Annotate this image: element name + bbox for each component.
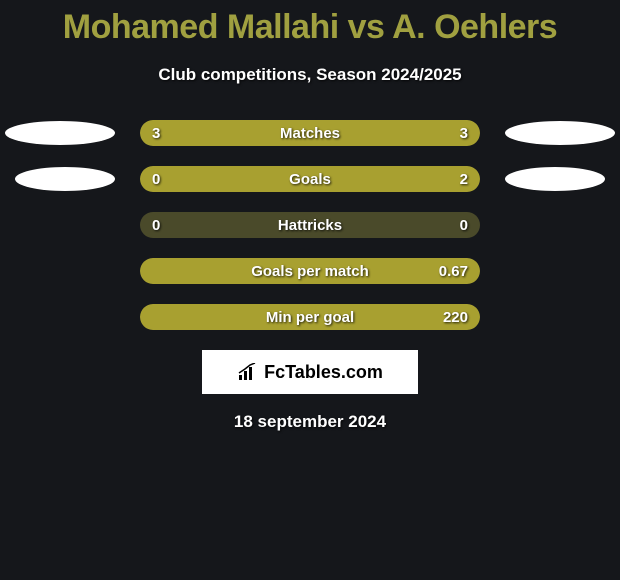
player2-name: A. Oehlers	[392, 8, 557, 46]
stat-value-left: 3	[152, 125, 160, 142]
stat-bar: 0 Goals 2	[140, 166, 480, 192]
stats-rows: 3 Matches 3 0 Goals 2 0 Hattricks	[0, 120, 620, 330]
stat-value-left: 0	[152, 171, 160, 188]
player2-badge-icon	[505, 121, 615, 145]
stat-value-right: 3	[460, 125, 468, 142]
stat-bar: 0 Hattricks 0	[140, 212, 480, 238]
comparison-title: Mohamed Mallahi vs A. Oehlers	[0, 8, 620, 47]
stat-bar: 3 Matches 3	[140, 120, 480, 146]
stat-value-left: 0	[152, 217, 160, 234]
player2-badge-icon	[505, 167, 605, 191]
player1-name: Mohamed Mallahi	[63, 8, 339, 46]
stat-bar: Min per goal 220	[140, 304, 480, 330]
stat-value-right: 0	[460, 217, 468, 234]
stat-value-right: 2	[460, 171, 468, 188]
stat-row: Min per goal 220	[0, 304, 620, 330]
stat-label: Goals per match	[251, 263, 369, 280]
chart-icon	[237, 363, 259, 381]
player1-badge-icon	[5, 121, 115, 145]
stat-label: Hattricks	[278, 217, 342, 234]
stat-value-right: 220	[443, 309, 468, 326]
stat-row: 3 Matches 3	[0, 120, 620, 146]
stat-value-right: 0.67	[439, 263, 468, 280]
stat-bar: Goals per match 0.67	[140, 258, 480, 284]
stat-row: 0 Goals 2	[0, 166, 620, 192]
vs-text: vs	[348, 8, 385, 46]
player1-badge-icon	[15, 167, 115, 191]
stat-row: 0 Hattricks 0	[0, 212, 620, 238]
stat-label: Matches	[280, 125, 340, 142]
stat-label: Min per goal	[266, 309, 354, 326]
comparison-subtitle: Club competitions, Season 2024/2025	[0, 65, 620, 85]
comparison-date: 18 september 2024	[0, 412, 620, 432]
stat-row: Goals per match 0.67	[0, 258, 620, 284]
stat-label: Goals	[289, 171, 331, 188]
comparison-panel: Mohamed Mallahi vs A. Oehlers Club compe…	[0, 0, 620, 432]
watermark-badge: FcTables.com	[202, 350, 418, 394]
watermark-text: FcTables.com	[264, 362, 383, 383]
